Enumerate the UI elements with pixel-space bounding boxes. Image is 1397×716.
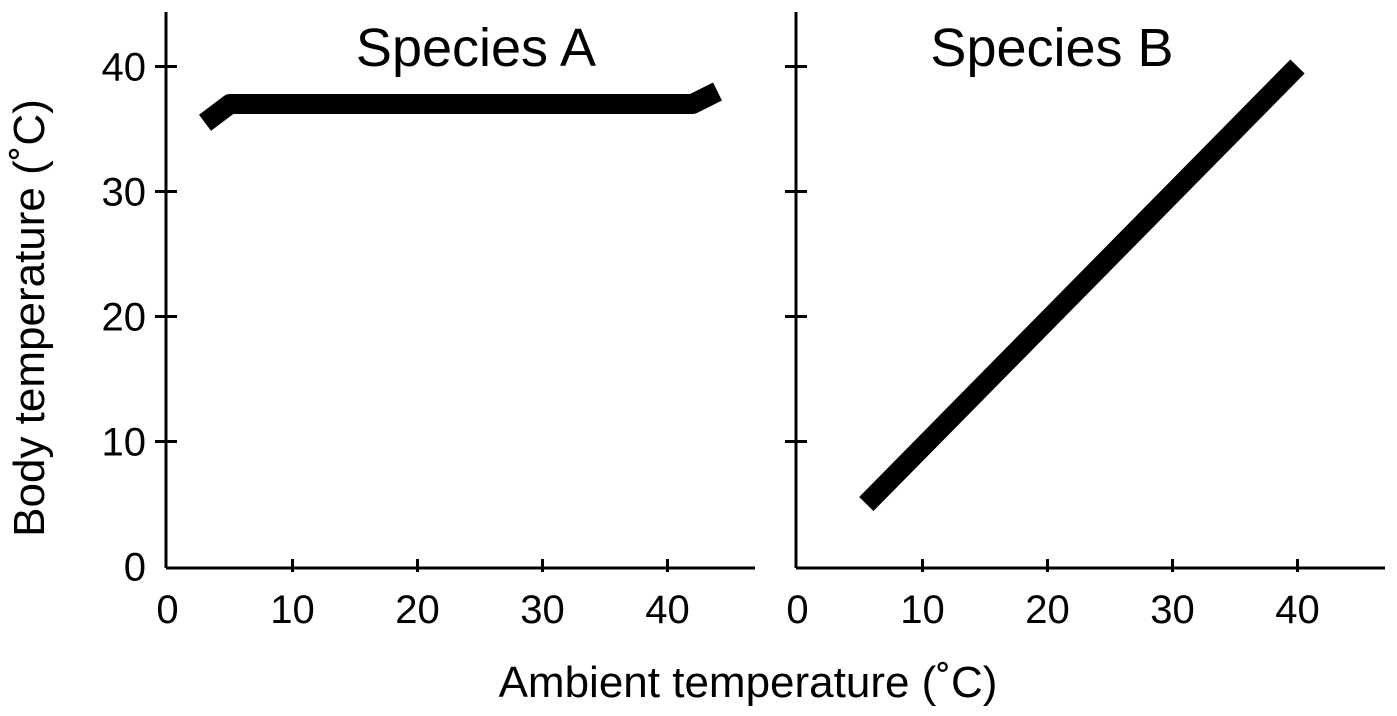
- panel-b: 0 10 20 30 40 Species B: [785, 12, 1385, 632]
- panel-title: Species B: [930, 18, 1173, 78]
- x-tick-label: 0: [156, 588, 178, 632]
- y-axis-title: Body temperature (˚C): [5, 99, 54, 537]
- panel-title: Species A: [356, 18, 596, 78]
- panel-a: 0 10 20 30 40 0 10 20 30 40 Species A: [102, 12, 755, 632]
- x-axis-title: Ambient temperature (˚C): [499, 658, 998, 707]
- panels-layer: 0 10 20 30 40 0 10 20 30 40 Species A 0 10 20 30 40 Spec…: [102, 12, 1385, 632]
- x-tick-label: 10: [270, 588, 315, 632]
- y-tick-label: 20: [102, 296, 147, 340]
- series-line: [859, 59, 1305, 512]
- x-tick-label: 30: [1150, 588, 1195, 632]
- y-tick-label: 30: [102, 171, 147, 215]
- x-tick-label: 20: [395, 588, 440, 632]
- x-tick-label: 10: [900, 588, 945, 632]
- x-tick-label: 0: [786, 588, 808, 632]
- y-tick-label: 0: [124, 546, 146, 590]
- y-tick-label: 10: [102, 421, 147, 465]
- x-tick-label: 40: [1275, 588, 1320, 632]
- x-tick-label: 40: [645, 588, 690, 632]
- x-tick-label: 30: [520, 588, 565, 632]
- series-line: [198, 82, 722, 131]
- y-tick-label: 40: [102, 46, 147, 90]
- x-tick-label: 20: [1025, 588, 1070, 632]
